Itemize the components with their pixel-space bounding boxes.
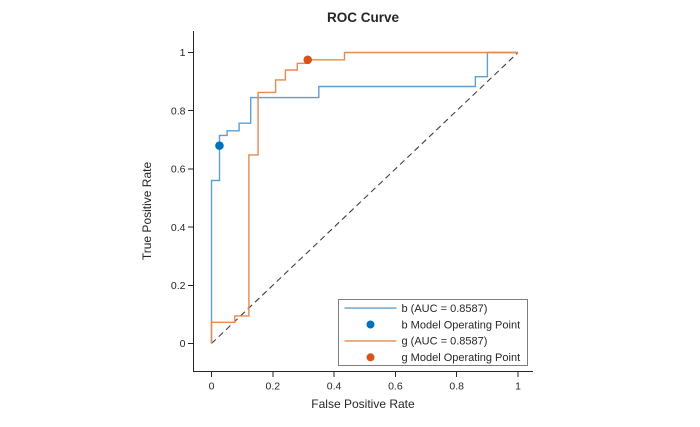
x-tick-label: 0.4 bbox=[327, 381, 342, 393]
legend-entry-label: g Model Operating Point bbox=[402, 352, 521, 364]
roc-curve-b bbox=[210, 51, 518, 344]
y-axis-label: True Positive Rate bbox=[140, 162, 154, 261]
legend-entry-label: b Model Operating Point bbox=[402, 319, 521, 331]
chance-diagonal-line bbox=[211, 52, 519, 344]
x-tick-label: 0 bbox=[209, 381, 215, 393]
y-tick-label: 1 bbox=[180, 47, 186, 59]
legend-marker-swatch-g bbox=[366, 353, 375, 362]
y-tick-label: 0.6 bbox=[171, 164, 186, 176]
operating-point-marker-g bbox=[303, 55, 313, 65]
axes: 0 0.2 0.4 0.6 0.8 1 0 0.2 0.4 0.6 0.8 1 bbox=[171, 31, 533, 393]
y-tick-label: 0.2 bbox=[171, 280, 186, 292]
x-tick-label: 1 bbox=[515, 381, 521, 393]
legend: b (AUC = 0.8587) b Model Operating Point g… bbox=[338, 299, 528, 366]
x-tick-label: 0.8 bbox=[449, 381, 464, 393]
legend-marker-swatch-b bbox=[366, 320, 375, 329]
x-axis-label: False Positive Rate bbox=[311, 397, 415, 411]
y-tick-label: 0.4 bbox=[171, 222, 186, 234]
axes-spines bbox=[193, 31, 533, 372]
chart-title: ROC Curve bbox=[327, 10, 400, 25]
y-tick-label: 0 bbox=[180, 338, 186, 350]
x-tick-label: 0.6 bbox=[388, 381, 403, 393]
legend-entry-label: g (AUC = 0.8587) bbox=[402, 336, 488, 348]
operating-point-marker-b bbox=[215, 141, 224, 150]
legend-entry-label: b (AUC = 0.8587) bbox=[402, 303, 488, 315]
x-tick-label: 0.2 bbox=[265, 381, 280, 393]
y-tick-label: 0.8 bbox=[171, 105, 186, 117]
plot-area bbox=[210, 51, 519, 344]
